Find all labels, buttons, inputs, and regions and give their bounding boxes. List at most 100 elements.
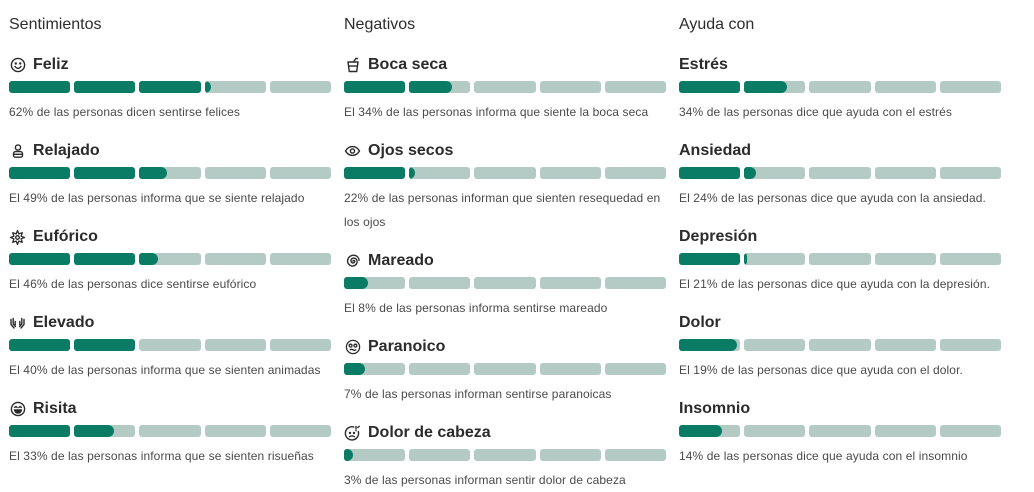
bar-segment <box>139 425 201 437</box>
bar-segment <box>539 277 601 289</box>
column-title: Sentimientos <box>9 16 102 33</box>
bar-segment <box>474 363 536 375</box>
effect-header: Eufórico <box>9 227 331 247</box>
bar-fill <box>679 81 741 93</box>
effect-label: Depresión <box>679 228 758 245</box>
effect-description: El 8% de las personas informa sentirse m… <box>344 301 608 315</box>
bar-segment <box>939 339 1002 351</box>
effect-description: 3% de las personas informan sentir dolor… <box>344 473 626 487</box>
effect-label: Risita <box>33 400 77 417</box>
bar-segment <box>204 425 266 437</box>
effect-label: Feliz <box>33 56 69 73</box>
bar-fill <box>204 81 211 93</box>
smile-icon <box>9 57 26 74</box>
percentage-bar <box>344 167 667 179</box>
effect-depresion: Depresión El 21% de las personas dice que… <box>679 227 1002 296</box>
bar-segment <box>204 339 266 351</box>
bar-segment <box>874 253 936 265</box>
raised-hands-icon <box>9 315 26 332</box>
effect-label: Mareado <box>368 252 434 269</box>
bar-segment <box>939 167 1002 179</box>
column-ayuda-con: Ayuda con Estrés 34% de las personas dice… <box>679 0 1002 468</box>
bar-segment <box>744 425 806 437</box>
effect-label: Boca seca <box>368 56 448 73</box>
bar-segment <box>939 81 1002 93</box>
bar-fill <box>344 363 366 375</box>
effect-insomnio: Insomnio 14% de las personas dice que ayu… <box>679 399 1002 468</box>
effect-header: Depresión <box>679 227 1001 247</box>
percentage-bar <box>9 339 332 351</box>
bar-fill <box>679 339 738 351</box>
column-negativos: Negativos Boca seca El 34% de las persona… <box>344 0 667 492</box>
bar-segment <box>809 253 871 265</box>
bar-fill <box>344 277 369 289</box>
percentage-bar <box>9 167 332 179</box>
bar-segment <box>204 81 266 93</box>
bar-fill <box>344 81 406 93</box>
effect-header: Estrés <box>679 55 1001 75</box>
effect-header: Insomnio <box>679 399 1001 419</box>
bar-segment <box>344 449 406 461</box>
bar-fill <box>74 253 136 265</box>
effect-relajado: Relajado El 49% de las personas informa q… <box>9 141 332 210</box>
effect-elevado: Elevado El 40% de las personas informa qu… <box>9 313 332 382</box>
effect-description: El 46% de las personas dice sentirse euf… <box>9 277 257 291</box>
bar-segment <box>269 339 332 351</box>
bar-fill <box>9 167 71 179</box>
effect-header: Dolor <box>679 313 1001 333</box>
bar-segment <box>874 81 936 93</box>
effect-header: Dolor de cabeza <box>344 423 666 443</box>
effect-label: Ansiedad <box>679 142 752 159</box>
effect-label: Dolor de cabeza <box>368 424 491 441</box>
bar-fill <box>139 167 167 179</box>
bar-fill <box>139 253 158 265</box>
effect-label: Elevado <box>33 314 95 331</box>
bar-segment <box>604 363 667 375</box>
effect-risita: Risita El 33% de las personas informa que… <box>9 399 332 468</box>
bar-segment <box>604 277 667 289</box>
effect-description: El 24% de las personas dice que ayuda co… <box>679 191 986 205</box>
effect-paranoico: Paranoico 7% de las personas informan sen… <box>344 337 667 406</box>
sparkle-burst-icon <box>9 229 26 246</box>
bar-segment <box>139 339 201 351</box>
effect-header: Feliz <box>9 55 331 75</box>
bar-segment <box>679 425 741 437</box>
bar-segment <box>744 253 806 265</box>
effect-header: Ojos secos <box>344 141 666 161</box>
bar-segment <box>74 81 136 93</box>
effect-dolor: Dolor El 19% de las personas dice que ayu… <box>679 313 1002 382</box>
bar-segment <box>809 167 871 179</box>
bar-segment <box>744 167 806 179</box>
bar-segment <box>474 277 536 289</box>
bar-segment <box>74 339 136 351</box>
percentage-bar <box>9 253 332 265</box>
effect-description: El 33% de las personas informa que se si… <box>9 449 314 463</box>
bar-segment <box>809 81 871 93</box>
bar-fill <box>9 253 71 265</box>
bar-segment <box>474 167 536 179</box>
bar-segment <box>409 363 471 375</box>
effect-header: Mareado <box>344 251 666 271</box>
bar-segment <box>939 253 1002 265</box>
bar-segment <box>74 167 136 179</box>
bar-segment <box>679 253 741 265</box>
effect-description: El 49% de las personas informa que se si… <box>9 191 305 205</box>
bar-segment <box>269 167 332 179</box>
effect-ansiedad: Ansiedad El 24% de las personas dice que … <box>679 141 1002 210</box>
bar-segment <box>809 339 871 351</box>
bar-fill <box>409 81 453 93</box>
bar-segment <box>9 81 71 93</box>
effect-label: Insomnio <box>679 400 751 417</box>
percentage-bar <box>9 425 332 437</box>
bar-segment <box>874 167 936 179</box>
effect-description: El 34% de las personas informa que sient… <box>344 105 649 119</box>
bar-segment <box>344 167 406 179</box>
effect-description: 34% de las personas dice que ayuda con e… <box>679 105 952 119</box>
effect-description: El 40% de las personas informa que se si… <box>9 363 321 377</box>
headache-face-icon <box>344 425 361 442</box>
column-title: Negativos <box>344 16 416 33</box>
bar-segment <box>204 167 266 179</box>
bar-fill <box>409 167 416 179</box>
bar-segment <box>939 425 1002 437</box>
bar-segment <box>744 339 806 351</box>
